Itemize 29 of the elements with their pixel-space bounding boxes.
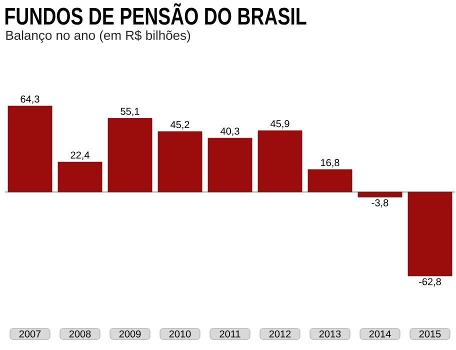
bar (358, 192, 402, 198)
data-label: 16,8 (321, 159, 340, 168)
data-label: -62,8 (419, 278, 441, 286)
x-tick-label: 2012 (269, 330, 291, 338)
chart-title: FUNDOS DE PENSÃO DO BRASIL (5, 3, 306, 25)
data-label: 40,3 (220, 128, 240, 136)
x-tick-label: 2014 (369, 330, 391, 338)
x-tick-label: 2013 (319, 330, 341, 338)
bar (58, 162, 102, 192)
data-label: 55,1 (120, 108, 140, 116)
data-label: 45,2 (170, 121, 190, 130)
bar (258, 130, 302, 192)
chart-subtitle: Balanço no ano (em R$ bilhões) (6, 30, 190, 43)
bar (308, 169, 352, 192)
x-tick-label: 2008 (69, 330, 91, 338)
data-label: 22,4 (70, 152, 90, 160)
x-tick-label: 2007 (19, 330, 41, 338)
bar (208, 138, 252, 192)
data-label: 45,9 (270, 120, 290, 128)
bar (8, 106, 52, 192)
data-label: -3,8 (372, 199, 388, 208)
x-tick-label: 2015 (419, 330, 441, 338)
bar (108, 118, 152, 192)
x-tick-label: 2011 (220, 330, 240, 338)
bar (158, 131, 202, 192)
bar (408, 192, 452, 276)
data-label: 64,3 (20, 96, 40, 104)
x-tick-label: 2010 (169, 330, 191, 338)
x-tick-label: 2009 (119, 330, 141, 338)
